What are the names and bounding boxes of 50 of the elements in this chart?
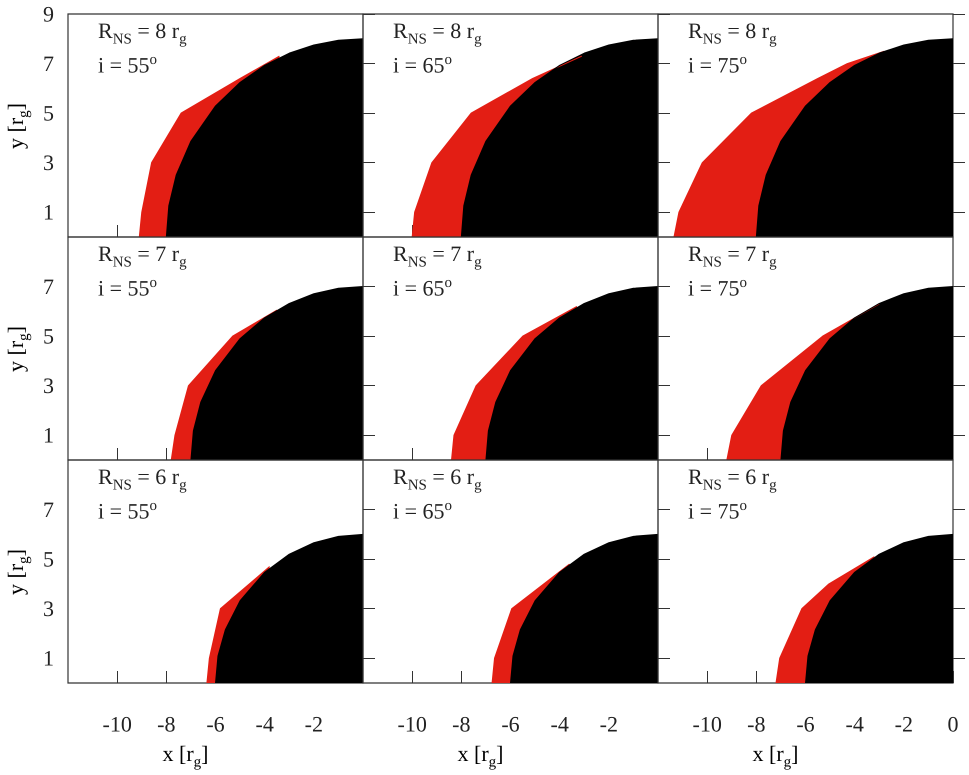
y-tick-label: 9: [43, 2, 54, 26]
annotation: i = 75$^{o}$: [688, 498, 748, 524]
y-tick-label: 3: [43, 596, 54, 622]
x-tick-label: 0: [948, 712, 958, 736]
x-tick-label: -8: [157, 712, 176, 736]
annotation: i = 65$^{o}$: [393, 275, 452, 301]
annotation: R$_{NS}$ = 7 r$_{g}$: [393, 241, 482, 270]
x-tick-label: -4: [256, 712, 274, 736]
x-tick-label: -2: [894, 712, 913, 736]
x-tick-label: -2: [600, 712, 618, 736]
y-tick-label: 7: [43, 51, 54, 76]
x-axis-title: x [r$_{g}$]: [162, 741, 208, 772]
x-tick-label: -10: [692, 712, 722, 736]
x-tick-label: -6: [501, 712, 520, 736]
y-tick-label: 5: [43, 546, 54, 572]
x-tick-label: -8: [452, 712, 470, 736]
x-tick-label: -4: [550, 712, 569, 736]
x-axis-title: x [r$_{g}$]: [458, 741, 504, 772]
annotation: R$_{NS}$ = 8 r$_{g}$: [98, 18, 187, 48]
annotation: i = 55$^{o}$: [98, 52, 158, 78]
annotation: R$_{NS}$ = 6 r$_{g}$: [393, 464, 482, 494]
y-tick-label: 5: [43, 100, 54, 126]
y-tick-label: 7: [43, 274, 54, 300]
y-tick-label: 1: [43, 200, 54, 225]
x-tick-label: -6: [796, 712, 815, 736]
annotation: i = 65$^{o}$: [393, 52, 452, 78]
y-tick-label: 3: [43, 373, 54, 398]
annotation: R$_{NS}$ = 6 r$_{g}$: [98, 464, 187, 494]
annotation: i = 55$^{o}$: [98, 498, 158, 524]
annotation: i = 75$^{o}$: [688, 275, 748, 301]
x-tick-label: -6: [206, 712, 225, 736]
x-tick-label: -10: [398, 712, 427, 736]
x-axis-title: x [r$_{g}$]: [752, 741, 798, 772]
annotation: R$_{NS}$ = 8 r$_{g}$: [393, 18, 482, 48]
annotation: R$_{NS}$ = 7 r$_{g}$: [98, 241, 187, 270]
y-tick-label: 1: [43, 422, 54, 448]
x-tick-label: -8: [747, 712, 766, 736]
annotation: R$_{NS}$ = 8 r$_{g}$: [688, 18, 777, 48]
x-tick-label: -4: [846, 712, 864, 736]
y-tick-label: 7: [43, 497, 54, 522]
annotation: i = 55$^{o}$: [98, 275, 158, 301]
y-tick-label: 5: [43, 324, 54, 349]
annotation: R$_{NS}$ = 6 r$_{g}$: [688, 464, 777, 494]
annotation: i = 75$^{o}$: [688, 52, 748, 78]
y-tick-label: 3: [43, 150, 54, 176]
y-tick-label: 1: [43, 646, 54, 671]
annotation: R$_{NS}$ = 7 r$_{g}$: [688, 241, 777, 270]
x-tick-label: -10: [102, 712, 132, 736]
annotation: i = 65$^{o}$: [393, 498, 452, 524]
x-tick-label: -2: [304, 712, 323, 736]
